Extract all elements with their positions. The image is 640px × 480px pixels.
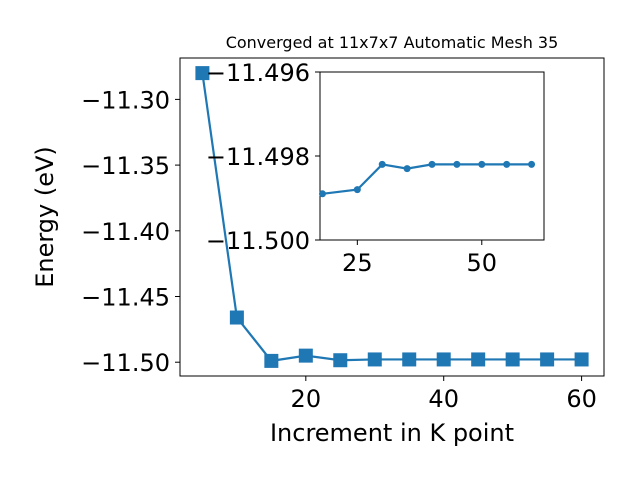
main-y-tick-label: −11.35 (81, 152, 170, 180)
main-data-point (195, 66, 210, 81)
main-data-point (471, 352, 486, 367)
inset-data-point (353, 186, 361, 194)
main-data-point (298, 348, 313, 363)
inset-y-tick-label: −11.496 (206, 59, 310, 87)
main-plot: 20 40 60 −11.30 −11.35 −11.40 −11.45 −11.50 (81, 57, 605, 413)
inset-data-point (478, 160, 486, 168)
inset-data-point (528, 160, 536, 168)
main-plot-frame (179, 57, 605, 377)
main-x-axis: 20 40 60 (291, 376, 597, 413)
inset-y-axis: −11.500 −11.498 −11.496 (206, 59, 320, 255)
main-y-tick-label: −11.30 (81, 86, 170, 114)
main-x-tick-label: 20 (291, 385, 322, 413)
main-x-tick-label: 60 (566, 385, 597, 413)
chart-title: Converged at 11x7x7 Automatic Mesh 35 (226, 33, 559, 52)
x-axis-label: Increment in K point (270, 419, 514, 447)
main-data-point (229, 310, 244, 325)
inset-data-point (503, 160, 511, 168)
main-data-point (540, 352, 555, 367)
main-y-axis: −11.30 −11.35 −11.40 −11.45 −11.50 (81, 86, 180, 377)
main-data-point (333, 353, 348, 368)
inset-x-axis: 25 50 (342, 240, 497, 277)
main-data-point (574, 352, 589, 367)
inset-x-tick-label: 50 (467, 249, 498, 277)
main-y-tick-label: −11.50 (81, 349, 170, 377)
inset-x-tick-label: 25 (342, 249, 373, 277)
main-data-point (264, 353, 279, 368)
main-data-point (402, 352, 417, 367)
inset-data-point (378, 160, 386, 168)
inset-data-point (403, 165, 411, 173)
y-axis-label: Energy (eV) (31, 146, 59, 288)
inset-plot-background (319, 71, 545, 241)
main-data-point (505, 352, 520, 367)
main-y-tick-label: −11.45 (81, 284, 170, 312)
inset-data-point (428, 160, 436, 168)
inset-y-tick-label: −11.500 (206, 227, 310, 255)
main-data-point (367, 352, 382, 367)
inset-series (318, 160, 536, 198)
inset-data-point (453, 160, 461, 168)
inset-y-tick-label: −11.498 (206, 143, 310, 171)
main-x-tick-label: 40 (428, 385, 459, 413)
main-y-tick-label: −11.40 (81, 218, 170, 246)
inset-data-point (318, 190, 326, 198)
inset-plot: 25 50 −11.500 −11.498 −11.496 (206, 59, 545, 277)
main-series (195, 66, 589, 368)
main-data-point (436, 352, 451, 367)
